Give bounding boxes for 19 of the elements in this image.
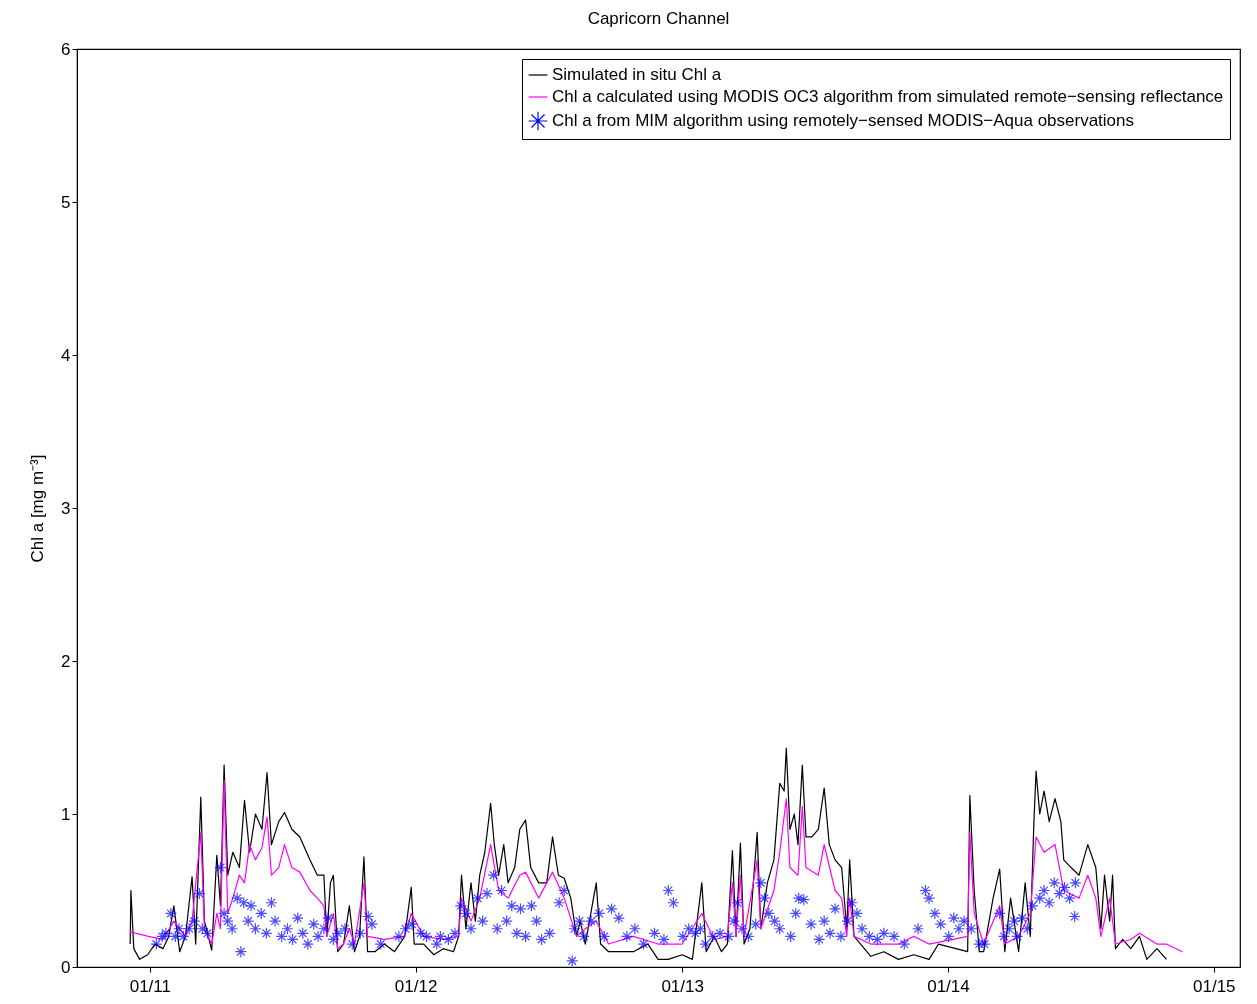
y-tick-label: 6 [61, 39, 71, 59]
x-tick-label: 01/13 [661, 976, 704, 996]
y-tick-label: 4 [61, 345, 71, 365]
x-tick-label: 01/12 [394, 976, 438, 996]
y-tick-label: 3 [61, 498, 71, 518]
y-axis-title: Chl a [mg m⁻³] [28, 454, 48, 563]
y-tick-label: 0 [61, 957, 71, 977]
line-series [129, 779, 1184, 953]
chart-title: Capricorn Channel [587, 9, 730, 28]
y-tick-label: 2 [61, 651, 71, 671]
y-tick-label: 5 [61, 192, 71, 212]
y-tick-label: 1 [61, 804, 71, 824]
line-series [129, 747, 1168, 960]
x-tick-label: 01/14 [927, 976, 970, 996]
legend-label: Chl a calculated using MODIS OC3 algorithm from simulated remote−sensing reflectance [552, 87, 1224, 106]
legend-label: Chl a from MIM algorithm using remotely−sensed MODIS−Aqua observations [552, 111, 1135, 130]
legend-label: Simulated in situ Chl a [552, 65, 722, 84]
x-tick-label: 01/11 [129, 976, 171, 996]
x-tick-label: 01/15 [1193, 976, 1236, 996]
